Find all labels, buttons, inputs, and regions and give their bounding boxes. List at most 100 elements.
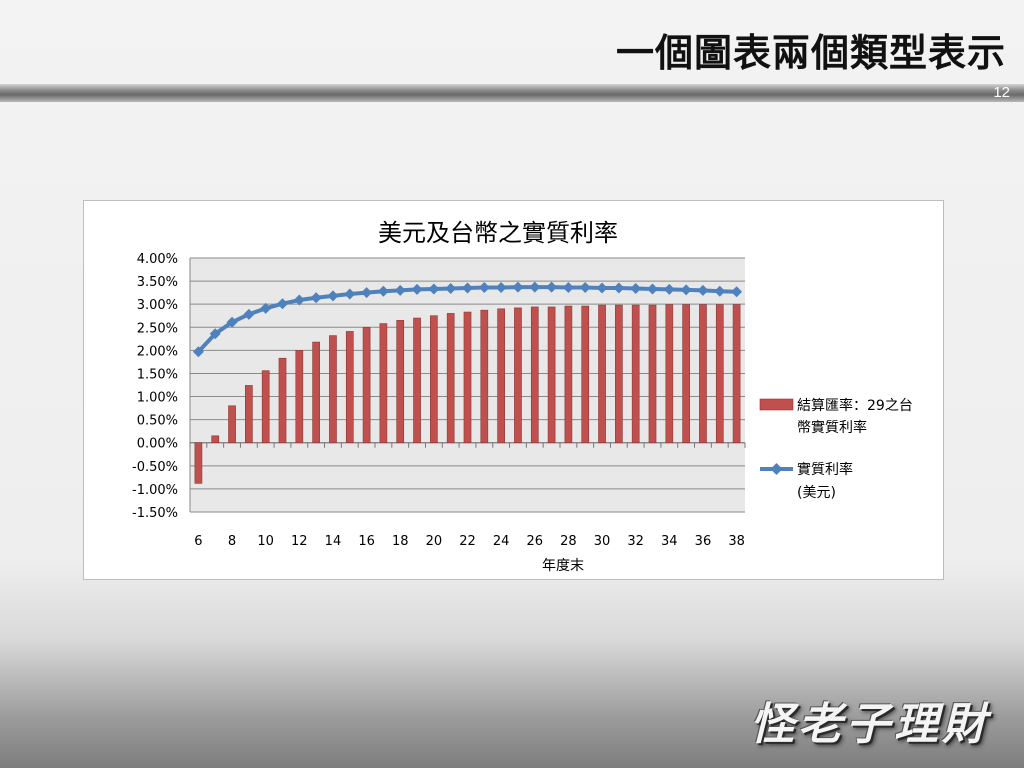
line-marker (361, 287, 373, 299)
y-tick-label: 3.00% (137, 298, 178, 313)
x-tick-label: 16 (358, 534, 375, 549)
y-tick-label: -0.50% (132, 460, 178, 475)
bar (665, 304, 674, 444)
legend-bar-swatch (759, 398, 794, 411)
page-number: 12 (993, 84, 1010, 101)
y-tick-label: 3.50% (137, 275, 178, 290)
bar (648, 304, 657, 444)
line-marker (377, 285, 389, 297)
line-marker (613, 282, 625, 294)
line-marker (243, 308, 255, 320)
x-tick-label: 30 (594, 534, 611, 549)
x-tick-label: 24 (493, 534, 510, 549)
chart-title: 美元及台幣之實質利率 (378, 219, 618, 247)
x-tick-label: 36 (695, 534, 712, 549)
bar (396, 320, 405, 444)
line-marker (596, 282, 608, 294)
bar (430, 315, 438, 444)
bar (497, 308, 505, 444)
bar (446, 313, 455, 444)
bar (715, 304, 724, 444)
x-axis-title: 年度末 (542, 558, 584, 574)
line-marker (344, 288, 356, 300)
bar (413, 317, 421, 444)
line-marker (663, 283, 675, 295)
line-marker (529, 281, 541, 293)
x-tick-label: 26 (526, 534, 543, 549)
bar (615, 304, 623, 444)
x-tick-label: 8 (228, 534, 236, 549)
bar (261, 370, 270, 444)
line-marker (226, 316, 238, 328)
x-tick-label: 12 (291, 534, 308, 549)
x-tick-label: 20 (426, 534, 443, 549)
bar (682, 304, 690, 444)
bar (699, 304, 707, 444)
legend-label-bar-line1: 結算匯率：29之台 (797, 397, 913, 414)
line-marker (394, 284, 406, 296)
bar (463, 311, 472, 444)
line-marker (192, 346, 204, 358)
y-tick-label: 0.00% (137, 437, 178, 452)
line-marker (462, 282, 473, 294)
plot-area: 4.00% 3.50% 3.00% 2.50% 2.00% 1.50% 1.00% 0.50%… (132, 252, 746, 549)
line-marker (327, 290, 339, 302)
line-marker (630, 282, 642, 294)
bar (194, 442, 203, 484)
title-divider-bar (0, 84, 1024, 102)
y-tick-label: 1.50% (137, 367, 178, 382)
bar (514, 307, 522, 444)
bar (362, 326, 371, 444)
y-tick-label: -1.50% (132, 506, 178, 521)
line-marker (546, 281, 558, 293)
bar (228, 405, 236, 444)
y-tick-label: 4.00% (137, 252, 178, 267)
bar (480, 309, 489, 444)
legend-label-line-line2: (美元) (797, 485, 836, 501)
line-marker (731, 286, 743, 298)
bar (581, 305, 590, 444)
chart-svg: 美元及台幣之實質利率 4.00% 3.50% 3.00% 2.50% 2.00% 1.50… (132, 219, 913, 574)
bar (732, 304, 741, 444)
bar (211, 435, 220, 444)
line-marker (697, 284, 709, 296)
x-tick-label: 34 (661, 534, 678, 549)
y-tick-label: -1.00% (132, 483, 178, 498)
line-marker (209, 328, 221, 340)
chart-frame: 美元及台幣之實質利率 4.00% 3.50% 3.00% 2.50% 2.00% 1.50… (83, 200, 944, 580)
legend-label-bar-line2: 幣實質利率 (797, 419, 867, 436)
x-tick-label: 18 (392, 534, 409, 549)
bar (295, 350, 304, 444)
line-marker (260, 302, 272, 314)
x-tick-label: 10 (257, 534, 274, 549)
line-marker (445, 282, 457, 294)
line-marker (310, 292, 322, 304)
x-tick-label: 38 (728, 534, 745, 549)
bar (345, 331, 354, 444)
bar (379, 323, 388, 444)
line-marker (293, 294, 305, 306)
x-tick-label: 32 (627, 534, 644, 549)
x-tick-label: 14 (325, 534, 342, 549)
x-tick-label: 22 (459, 534, 476, 549)
x-tick-label: 28 (560, 534, 577, 549)
bar (598, 304, 606, 444)
brand-logo: 怪老子理財 (750, 699, 990, 750)
bar (329, 335, 337, 444)
y-tick-label: 1.00% (137, 391, 178, 406)
legend-line-marker (770, 463, 783, 475)
y-tick-label: 2.00% (137, 344, 178, 359)
line-marker (478, 282, 490, 294)
legend-label-line-line1: 實質利率 (797, 461, 853, 478)
bar (530, 306, 539, 444)
line-marker (680, 284, 692, 296)
line-marker (277, 298, 288, 310)
bar (245, 385, 253, 444)
line-marker (562, 282, 574, 294)
bar (547, 306, 556, 444)
y-tick-label: 2.50% (137, 321, 178, 336)
bar (631, 304, 640, 444)
line-marker (495, 282, 507, 294)
y-tick-label: 0.50% (137, 414, 178, 429)
